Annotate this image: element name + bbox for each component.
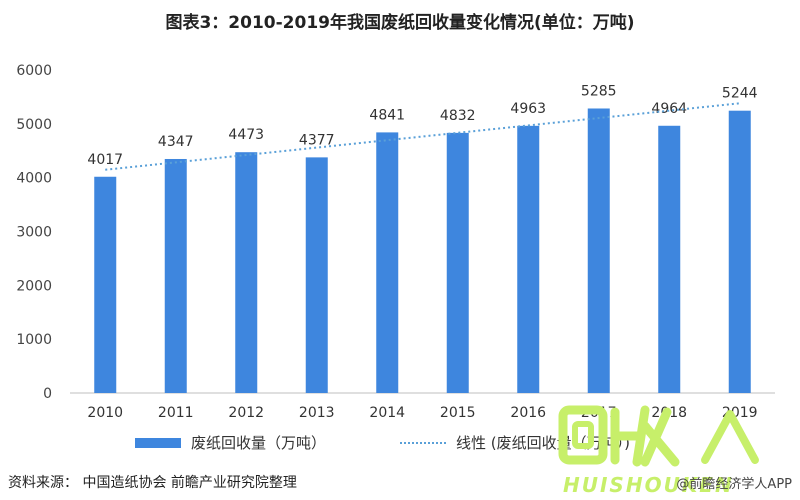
bar-value-label: 4473 <box>228 127 264 143</box>
bar-value-label: 4832 <box>440 108 476 124</box>
logo-leaf-mark <box>701 410 759 464</box>
bar-value-label: 5285 <box>581 83 617 99</box>
bar-value-label: 4017 <box>87 152 123 168</box>
bar <box>517 125 540 393</box>
bar <box>658 125 681 393</box>
logo-wordmark: HUISHOUKEN <box>563 473 734 497</box>
bar <box>376 132 399 394</box>
y-tick-label: 6000 <box>16 63 52 79</box>
bar <box>728 110 751 393</box>
bar <box>446 132 469 394</box>
bar-value-label: 4964 <box>651 101 687 117</box>
x-tick-label: 2012 <box>228 405 264 421</box>
y-tick-label: 2000 <box>16 278 52 294</box>
bar <box>587 108 610 393</box>
bar <box>94 176 117 393</box>
y-tick-label: 5000 <box>16 117 52 133</box>
trend-line <box>105 102 740 171</box>
x-tick-label: 2015 <box>440 405 476 421</box>
bar <box>164 158 187 393</box>
legend: 废纸回收量（万吨） 线性 (废纸回收量（万吨）) <box>0 432 800 454</box>
bar-value-label: 4963 <box>510 101 546 117</box>
legend-bar-label: 废纸回收量（万吨） <box>191 434 327 452</box>
bar-value-label: 5244 <box>722 86 758 102</box>
y-tick-label: 0 <box>43 386 52 402</box>
y-tick-label: 4000 <box>16 171 52 187</box>
legend-trend-swatch <box>400 441 446 444</box>
bar-value-label: 4347 <box>158 134 194 150</box>
logo-square-mark <box>558 405 608 465</box>
huishouken-logo: HUISHOUKEN <box>558 405 759 497</box>
chart-title: 图表3：2010-2019年我国废纸回收量变化情况(单位：万吨) <box>165 13 635 33</box>
y-tick-label: 1000 <box>16 332 52 348</box>
x-tick-label: 2016 <box>510 405 546 421</box>
source-note: 资料来源： 中国造纸协会 前瞻产业研究院整理 <box>8 475 297 491</box>
x-tick-label: 2011 <box>158 405 194 421</box>
x-tick-label: 2013 <box>299 405 335 421</box>
legend-bar-swatch <box>135 437 181 448</box>
credit-text: @前瞻经济学人APP <box>676 477 792 492</box>
logo-glyph-shou <box>610 405 680 467</box>
legend-item-bars: 废纸回收量（万吨） <box>135 432 326 453</box>
x-tick-label: 2010 <box>87 405 123 421</box>
x-tick-label: 2014 <box>369 405 405 421</box>
logo-inner-square <box>572 421 594 449</box>
bar <box>235 152 258 393</box>
y-tick-label: 3000 <box>16 225 52 241</box>
bar-value-label: 4377 <box>299 132 335 148</box>
bar-value-label: 4841 <box>369 107 405 123</box>
bar <box>305 157 328 393</box>
